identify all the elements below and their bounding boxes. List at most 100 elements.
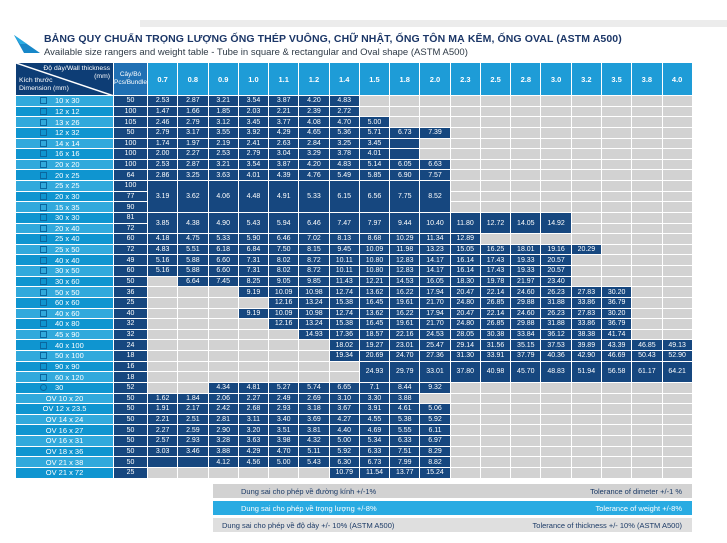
weight-cell: 2.19: [207, 137, 239, 150]
weight-cell: 3.11: [237, 413, 270, 426]
bundle-cell: 50: [113, 126, 148, 139]
dimension-cell: 20 x 40: [15, 222, 114, 235]
round-tube-icon: [40, 384, 47, 392]
weight-cell: 2.79: [146, 126, 179, 139]
weight-cell: 12.74: [328, 307, 360, 320]
dimension-cell: 20 x 30: [15, 190, 114, 203]
weight-cell: 4.12: [207, 456, 239, 468]
square-tube-icon: [40, 299, 47, 307]
empty-cell: [146, 296, 179, 309]
bundle-cell: 32: [113, 328, 148, 341]
dimension-text: 90 x 90: [55, 361, 80, 371]
dimension-text: 40 x 60: [55, 308, 80, 318]
weight-cell: 2.21: [146, 413, 179, 426]
weight-cell: 26.85: [479, 296, 512, 309]
thickness-column-header: 4.0: [661, 62, 693, 96]
weight-cell: 2.21: [268, 105, 300, 118]
empty-cell: [510, 201, 542, 213]
weight-cell: 5.34: [358, 435, 391, 447]
table-row: 90 x 90 16 24.93 29.79 33.01 37.80 40.98 45.70 4…: [15, 360, 693, 383]
empty-cell: [661, 201, 693, 213]
weight-cell: 2.90: [207, 424, 239, 436]
weight-cell: 15.38: [328, 296, 360, 309]
empty-cell: [600, 137, 633, 150]
weight-cell: 13.24: [298, 296, 330, 309]
weight-cell: 4.56: [237, 456, 270, 468]
empty-cell: [268, 360, 300, 373]
empty-cell: [479, 435, 512, 447]
weight-cell: 3.54: [237, 158, 270, 171]
empty-cell: [631, 296, 663, 309]
empty-cell: [600, 254, 633, 266]
table-row: OV 21 x 38 50 4.12 4.56 5.00 5.43 6.30 6.73 7.99…: [15, 456, 693, 468]
weight-cell: 20.47: [449, 307, 481, 320]
weight-cell: 22.14: [479, 286, 512, 298]
dimension-cell: OV 16 x 27: [15, 424, 114, 436]
empty-cell: [631, 381, 663, 394]
weight-cell: 40.36: [540, 350, 572, 362]
weight-cell: 29.88: [510, 296, 542, 309]
weight-cell: 3.45: [237, 116, 270, 128]
weight-cell-blank: [177, 456, 209, 468]
weight-cell: 3.87: [268, 95, 300, 107]
weight-cell: 10.09: [268, 286, 300, 298]
weight-cell: 7.97: [358, 211, 391, 235]
table-row: 50 x 50 36 9.19 10.09 10.98 12.74 13.62 16.22 17…: [15, 286, 693, 298]
empty-cell: [207, 286, 239, 298]
empty-cell: [600, 211, 633, 224]
bundle-cell: 50: [113, 275, 148, 288]
empty-cell: [177, 307, 209, 320]
empty-cell: [389, 116, 421, 128]
square-tube-icon: [40, 246, 47, 254]
empty-cell: [510, 116, 542, 128]
table-row: 50 x 100 18 19.34 20.69 24.70 27.36 31.30 33.91…: [15, 350, 693, 362]
weight-cell: 2.53: [146, 95, 179, 107]
weight-cell: 22.14: [479, 307, 512, 320]
empty-cell: [510, 392, 542, 405]
weight-cell: 12.16: [268, 296, 300, 309]
empty-cell: [177, 381, 209, 394]
dimension-cell: 13 x 26: [15, 116, 114, 128]
empty-cell: [510, 424, 542, 436]
empty-cell: [510, 95, 542, 107]
weight-cell: 8.25: [237, 275, 270, 288]
empty-cell: [661, 307, 693, 320]
dimension-cell: 90 x 90: [15, 360, 114, 373]
weight-cell: 3.25: [328, 137, 360, 150]
empty-cell: [570, 190, 602, 203]
empty-cell: [358, 95, 391, 107]
dimension-cell: 25 x 40: [15, 233, 114, 245]
weight-cell: 46.85: [631, 339, 663, 351]
weight-cell: 19.16: [540, 243, 572, 256]
empty-cell: [661, 392, 693, 405]
bundle-cell: 77: [113, 190, 148, 203]
bundle-cell: 90: [113, 201, 148, 213]
weight-cell: 6.65: [328, 381, 360, 394]
table-row: 30 x 60 50 6.64 7.45 8.25 9.05 9.85 11.43 12.21 1…: [15, 275, 693, 288]
empty-cell: [479, 445, 512, 458]
empty-cell: [661, 466, 693, 479]
weight-cell: 16.14: [449, 254, 481, 266]
weight-cell: 5.55: [389, 424, 421, 436]
weight-cell: 2.06: [207, 392, 239, 405]
empty-cell: [540, 445, 572, 458]
empty-cell: [570, 233, 602, 245]
weight-cell: 4.81: [237, 381, 270, 394]
weight-cell: 33.84: [510, 328, 542, 341]
empty-cell: [540, 169, 572, 181]
empty-cell: [631, 148, 663, 160]
weight-cell: 2.46: [146, 116, 179, 128]
weight-cell: 3.67: [328, 403, 360, 415]
weight-cell: 2.27: [237, 392, 270, 405]
bundle-cell: 24: [113, 339, 148, 351]
empty-cell: [570, 169, 602, 181]
weight-cell: 12.72: [479, 211, 512, 235]
weight-cell: 11.34: [419, 233, 451, 245]
weight-cell: 6.15: [328, 180, 360, 213]
empty-cell: [449, 392, 481, 405]
dimension-text: 25 x 40: [55, 234, 80, 244]
weight-cell: 1.62: [146, 392, 179, 405]
weight-cell: 19.61: [389, 296, 421, 309]
square-tube-icon: [40, 320, 47, 328]
weight-cell: 61.17: [631, 360, 663, 383]
